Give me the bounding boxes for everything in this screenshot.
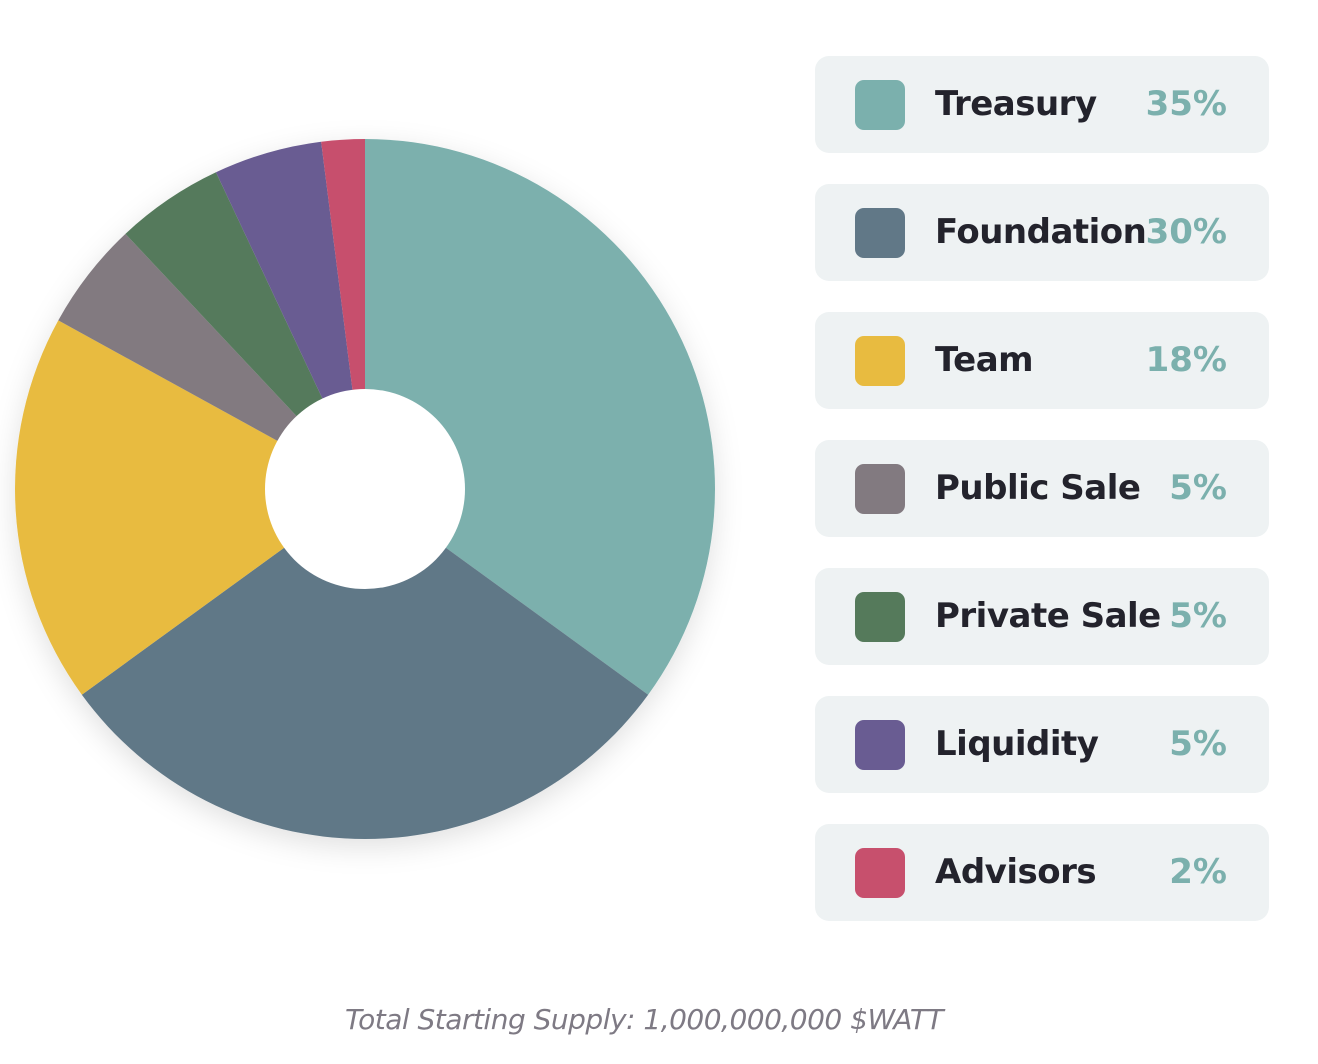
legend-label-liquidity: Liquidity [935,724,1099,764]
pie-slice-foundation [81,489,649,840]
legend-item-private-sale: Private Sale 5% [815,568,1269,665]
legend-swatch-public-sale [855,464,905,514]
legend-item-advisors: Advisors 2% [815,824,1269,921]
legend-value-treasury: 35% [1145,84,1227,124]
legend-label-foundation: Foundation [935,212,1147,252]
legend-item-liquidity: Liquidity 5% [815,696,1269,793]
legend-value-public-sale: 5% [1169,468,1227,508]
legend: Treasury 35% Foundation 30% Team 18% Public Sa… [815,56,1269,952]
pie-chart-svg [15,139,715,840]
legend-label-advisors: Advisors [935,852,1097,892]
legend-item-foundation: Foundation 30% [815,184,1269,281]
legend-label-treasury: Treasury [935,84,1097,124]
legend-label-private-sale: Private Sale [935,596,1161,636]
legend-swatch-treasury [855,80,905,130]
legend-item-team: Team 18% [815,312,1269,409]
legend-swatch-liquidity [855,720,905,770]
legend-swatch-advisors [855,848,905,898]
legend-item-public-sale: Public Sale 5% [815,440,1269,537]
pie-slice-treasury [365,139,715,695]
legend-item-treasury: Treasury 35% [815,56,1269,153]
legend-swatch-foundation [855,208,905,258]
legend-swatch-private-sale [855,592,905,642]
pie-slice-team [15,320,366,695]
legend-swatch-team [855,336,905,386]
legend-value-advisors: 2% [1169,852,1227,892]
legend-label-public-sale: Public Sale [935,468,1141,508]
pie-chart [0,120,740,860]
legend-label-team: Team [935,340,1034,380]
legend-value-private-sale: 5% [1169,596,1227,636]
donut-hole [265,389,465,589]
legend-value-foundation: 30% [1145,212,1227,252]
legend-value-team: 18% [1145,340,1227,380]
legend-value-liquidity: 5% [1169,724,1227,764]
total-supply-caption: Total Starting Supply: 1,000,000,000 $WA… [344,1003,944,1036]
